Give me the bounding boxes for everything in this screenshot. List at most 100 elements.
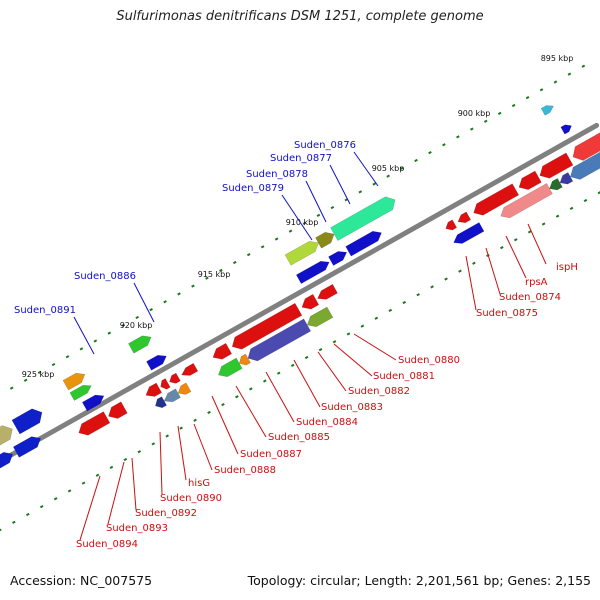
scale-tick-mark	[304, 355, 309, 360]
gene-label-reverse: Suden_0888	[214, 465, 276, 476]
gene-arrow	[78, 411, 111, 436]
scale-tick-mark	[456, 135, 460, 139]
gene-arrow	[306, 306, 334, 328]
scale-tick-mark	[79, 347, 84, 351]
scale-tick-mark	[318, 348, 323, 352]
gene-label-reverse: Suden_0880	[398, 355, 460, 366]
leader-line-forward	[305, 180, 327, 223]
gene-arrow	[301, 293, 320, 310]
gene-label-reverse: Suden_0887	[240, 449, 302, 460]
leader-line-reverse	[177, 425, 187, 481]
gene-label-reverse: Suden_0881	[373, 371, 435, 382]
gene-arrow	[284, 240, 319, 266]
gene-label-reverse: Suden_0882	[348, 386, 410, 397]
scale-tick-mark	[472, 261, 476, 265]
gene-arrow	[345, 231, 382, 257]
gene-arrow	[169, 372, 181, 384]
leader-line-reverse	[193, 423, 213, 471]
leader-line-reverse	[235, 385, 267, 438]
gene-arrow	[160, 378, 171, 390]
scale-tick-mark	[597, 191, 600, 195]
scale-tick-mark	[107, 331, 112, 335]
scale-tick-label: 905 kbp	[372, 164, 405, 173]
scale-tick-mark	[65, 355, 70, 359]
gene-arrow	[518, 170, 542, 190]
scale-tick-mark	[9, 386, 14, 390]
scale-tick-mark	[95, 473, 100, 477]
gene-label-forward: Suden_0877	[270, 153, 332, 164]
scale-tick-mark	[360, 324, 365, 328]
gene-arrow	[330, 196, 396, 241]
scale-tick-mark	[276, 371, 281, 375]
leader-line-reverse	[333, 343, 373, 377]
gene-arrow	[0, 425, 13, 446]
scale-tick-label: 900 kbp	[458, 109, 491, 118]
scale-tick-mark	[67, 489, 72, 493]
scale-tick-label: 910 kbp	[286, 218, 319, 227]
scale-tick-mark	[511, 103, 516, 108]
leader-line-reverse	[265, 371, 295, 423]
scale-tick-mark	[430, 285, 434, 289]
gene-arrow	[317, 283, 338, 300]
scale-tick-mark	[346, 332, 351, 336]
scale-tick-mark	[93, 339, 98, 343]
gene-label-reverse: rpsA	[525, 277, 548, 288]
scale-tick-mark	[274, 237, 279, 241]
scale-tick-mark	[0, 528, 2, 532]
gene-arrow	[163, 388, 181, 403]
leader-line-reverse	[107, 461, 125, 525]
scale-tick-mark	[163, 300, 167, 304]
scale-tick-mark	[205, 276, 209, 280]
scale-tick-mark	[358, 190, 363, 194]
gene-arrow	[445, 219, 458, 231]
gene-arrow	[145, 382, 163, 397]
leader-line-reverse	[293, 359, 321, 408]
scale-tick-mark	[372, 182, 377, 186]
scale-tick-mark	[442, 143, 446, 147]
gene-label-reverse: Suden_0883	[321, 402, 383, 413]
scale-tick-mark	[81, 481, 86, 485]
scale-tick-mark	[386, 174, 390, 178]
scale-tick-mark	[567, 72, 572, 76]
gene-arrow	[231, 302, 303, 350]
scale-tick-mark	[444, 277, 448, 281]
gene-arrow	[540, 105, 554, 116]
gene-arrow	[11, 408, 43, 435]
gene-arrow	[570, 151, 600, 180]
scale-tick-mark	[177, 292, 181, 296]
scale-tick-mark	[483, 119, 488, 123]
gene-arrow	[453, 222, 485, 244]
scale-tick-mark	[121, 323, 126, 327]
scale-tick-mark	[165, 434, 169, 438]
scale-tick-mark	[555, 214, 560, 218]
scale-tick-mark	[151, 442, 156, 446]
scale-tick-label: 915 kbp	[198, 270, 231, 279]
leader-line-reverse	[465, 255, 477, 311]
scale-tick-mark	[374, 316, 379, 320]
gene-label-forward: Suden_0891	[14, 305, 76, 316]
gene-arrow	[108, 401, 128, 419]
gene-label-reverse: Suden_0874	[499, 292, 561, 303]
scale-tick-mark	[179, 426, 183, 430]
gene-arrow	[81, 394, 105, 412]
genome-summary-text: Topology: circular; Length: 2,201,561 bp…	[247, 573, 591, 588]
scale-tick-mark	[232, 260, 237, 265]
leader-line-forward	[281, 194, 313, 241]
scale-tick-mark	[553, 80, 558, 84]
leader-line-reverse	[527, 223, 547, 265]
scale-tick-mark	[416, 293, 420, 297]
leader-line-forward	[73, 316, 95, 355]
scale-tick-mark	[191, 284, 195, 288]
gene-label-reverse: Suden_0884	[296, 417, 358, 428]
gene-arrow	[559, 172, 574, 185]
gene-label-reverse: Suden_0892	[135, 508, 197, 519]
scale-tick-mark	[288, 229, 293, 233]
accession-text: Accession: NC_007575	[10, 573, 153, 588]
gene-arrow	[177, 382, 192, 395]
leader-line-reverse	[211, 395, 239, 455]
scale-tick-mark	[37, 370, 42, 375]
gene-label-reverse: Suden_0885	[268, 432, 330, 443]
scale-tick-mark	[497, 111, 502, 115]
scale-tick-mark	[207, 410, 211, 415]
gene-arrow	[181, 362, 199, 376]
